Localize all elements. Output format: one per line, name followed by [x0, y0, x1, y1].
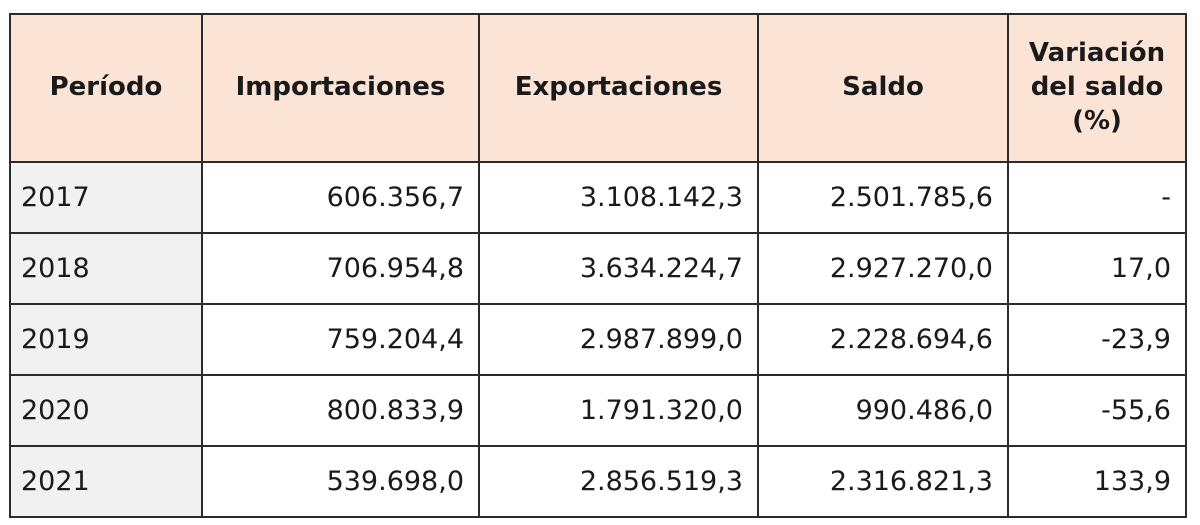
- cell-exportaciones: 2.856.519,3: [478, 445, 759, 518]
- cell-periodo: 2017: [9, 161, 203, 234]
- cell-periodo: 2020: [9, 374, 203, 447]
- cell-importaciones: 759.204,4: [201, 303, 480, 376]
- header-saldo: Saldo: [757, 13, 1009, 163]
- cell-variacion: 17,0: [1007, 232, 1187, 305]
- cell-importaciones: 800.833,9: [201, 374, 480, 447]
- header-variacion: Variación del saldo (%): [1007, 13, 1187, 163]
- trade-balance-table: Período Importaciones Exportaciones Sald…: [9, 13, 1187, 518]
- table-row: 2020 800.833,9 1.791.320,0 990.486,0 -55…: [9, 374, 1187, 447]
- cell-saldo: 2.501.785,6: [757, 161, 1009, 234]
- cell-exportaciones: 2.987.899,0: [478, 303, 759, 376]
- cell-variacion: -: [1007, 161, 1187, 234]
- cell-periodo: 2018: [9, 232, 203, 305]
- cell-importaciones: 539.698,0: [201, 445, 480, 518]
- header-row: Período Importaciones Exportaciones Sald…: [9, 13, 1187, 163]
- cell-importaciones: 706.954,8: [201, 232, 480, 305]
- cell-saldo: 2.228.694,6: [757, 303, 1009, 376]
- cell-exportaciones: 1.791.320,0: [478, 374, 759, 447]
- header-periodo: Período: [9, 13, 203, 163]
- cell-variacion: 133,9: [1007, 445, 1187, 518]
- table-row: 2017 606.356,7 3.108.142,3 2.501.785,6 -: [9, 161, 1187, 234]
- cell-exportaciones: 3.634.224,7: [478, 232, 759, 305]
- header-importaciones: Importaciones: [201, 13, 480, 163]
- cell-variacion: -55,6: [1007, 374, 1187, 447]
- cell-importaciones: 606.356,7: [201, 161, 480, 234]
- cell-saldo: 2.316.821,3: [757, 445, 1009, 518]
- cell-periodo: 2021: [9, 445, 203, 518]
- cell-exportaciones: 3.108.142,3: [478, 161, 759, 234]
- table-row: 2019 759.204,4 2.987.899,0 2.228.694,6 -…: [9, 303, 1187, 376]
- cell-saldo: 2.927.270,0: [757, 232, 1009, 305]
- cell-variacion: -23,9: [1007, 303, 1187, 376]
- cell-saldo: 990.486,0: [757, 374, 1009, 447]
- cell-periodo: 2019: [9, 303, 203, 376]
- table-row: 2018 706.954,8 3.634.224,7 2.927.270,0 1…: [9, 232, 1187, 305]
- header-exportaciones: Exportaciones: [478, 13, 759, 163]
- table-row: 2021 539.698,0 2.856.519,3 2.316.821,3 1…: [9, 445, 1187, 518]
